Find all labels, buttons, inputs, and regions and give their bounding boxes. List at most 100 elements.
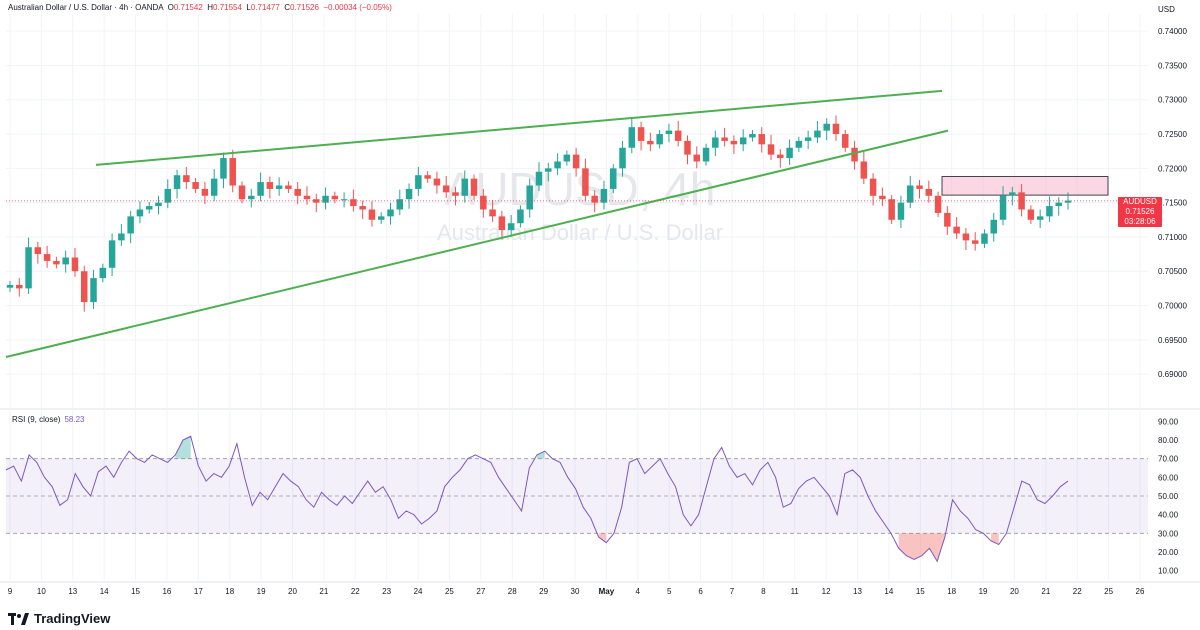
time-tick-label: 16 xyxy=(162,587,171,596)
candle-body xyxy=(313,199,320,203)
candle-body xyxy=(535,171,543,186)
open-value: 0.71542 xyxy=(173,3,203,12)
tradingview-logo[interactable]: TradingView xyxy=(8,611,110,626)
grid xyxy=(0,14,1200,583)
time-tick-label: 27 xyxy=(476,587,485,596)
price-tick-label: 0.72000 xyxy=(1158,164,1187,173)
time-tick-label: 22 xyxy=(1073,587,1082,596)
time-tick-label: 15 xyxy=(131,587,140,596)
candle-body xyxy=(99,267,107,279)
candle-body xyxy=(1055,202,1062,207)
candle-body xyxy=(322,195,329,203)
time-tick-label: 18 xyxy=(947,587,956,596)
price-tick-label: 0.74000 xyxy=(1158,27,1187,36)
candle-body xyxy=(1027,209,1035,220)
price-tick-label: 0.72500 xyxy=(1158,130,1187,139)
rsi-oversold-fill xyxy=(991,533,999,545)
candle-body xyxy=(489,209,496,217)
price-badge-symbol: AUDUSD xyxy=(1123,197,1157,206)
time-tick-label: 20 xyxy=(288,587,297,596)
candle-body xyxy=(999,195,1007,220)
rsi-overbought-fill xyxy=(175,436,191,459)
time-tick-label: 8 xyxy=(761,587,766,596)
candle-body xyxy=(804,137,812,141)
price-tick-label: 0.69000 xyxy=(1158,370,1187,379)
rsi-tick-label: 20.00 xyxy=(1158,548,1179,557)
candle-body xyxy=(6,284,14,288)
candle-body xyxy=(303,195,311,200)
time-tick-label: 18 xyxy=(225,587,234,596)
time-tick-label: May xyxy=(599,587,615,596)
candle-body xyxy=(415,175,422,189)
candle-body xyxy=(582,168,589,196)
candle-body xyxy=(480,195,487,210)
candle-body xyxy=(43,254,51,261)
trendline-lower xyxy=(5,129,949,358)
rsi-tick-label: 30.00 xyxy=(1158,529,1179,538)
candle-body xyxy=(906,185,914,203)
candle-body xyxy=(164,188,172,203)
watermark-name: Australian Dollar / U.S. Dollar xyxy=(437,220,723,245)
candle-body xyxy=(925,188,933,196)
candle-body xyxy=(331,195,339,200)
time-tick-label: 24 xyxy=(414,587,423,596)
time-tick-label: 28 xyxy=(508,587,517,596)
candle-body xyxy=(1064,200,1072,203)
change-value: −0.00034 (−0.05%) xyxy=(323,3,392,12)
high-value: 0.71554 xyxy=(213,3,242,12)
low-label: L xyxy=(246,3,251,12)
time-tick-label: 23 xyxy=(382,587,391,596)
time-tick-label: 12 xyxy=(822,587,831,596)
candle-body xyxy=(248,195,255,200)
price-badge-countdown: 03:28:06 xyxy=(1124,217,1156,226)
candle-body xyxy=(591,195,598,203)
candle-body xyxy=(1009,192,1016,196)
time-tick-label: 19 xyxy=(979,587,988,596)
candle-body xyxy=(609,168,617,189)
time-tick-label: 13 xyxy=(68,587,77,596)
candle-body xyxy=(888,199,895,220)
candle-body xyxy=(461,178,469,196)
time-tick-label: 25 xyxy=(1104,587,1113,596)
candlestick-series xyxy=(6,115,1072,312)
candle-body xyxy=(572,154,580,169)
time-tick-label: 20 xyxy=(1010,587,1019,596)
candle-body xyxy=(285,185,292,189)
candle-body xyxy=(879,195,886,200)
time-tick-label: 19 xyxy=(257,587,266,596)
price-tick-label: 0.70000 xyxy=(1158,302,1187,311)
candle-body xyxy=(34,247,42,255)
time-tick-label: 7 xyxy=(730,587,735,596)
candle-body xyxy=(201,188,209,196)
time-tick-label: 21 xyxy=(1041,587,1050,596)
time-tick-label: 22 xyxy=(351,587,360,596)
time-tick-label: 5 xyxy=(667,587,672,596)
candle-body xyxy=(526,185,533,210)
candle-body xyxy=(173,175,181,189)
price-tick-label: 0.71000 xyxy=(1158,233,1187,242)
candle-body xyxy=(953,226,960,234)
time-tick-label: 21 xyxy=(319,587,328,596)
price-tick-label: 0.73000 xyxy=(1158,96,1187,105)
candle-body xyxy=(916,185,923,189)
candle-body xyxy=(851,147,858,162)
resistance-zone-box xyxy=(941,176,1109,196)
tradingview-logo-icon xyxy=(8,612,30,625)
candle-body xyxy=(71,257,79,272)
candle-body xyxy=(266,182,274,189)
candle-body xyxy=(294,188,301,196)
open-label: O xyxy=(167,3,174,12)
price-tick-label: 0.71500 xyxy=(1158,199,1187,208)
candle-body xyxy=(1036,216,1044,220)
candle-body xyxy=(359,206,366,210)
rsi-header: RSI (9, close) 58.23 xyxy=(12,415,85,424)
candle-body xyxy=(962,233,970,241)
price-badge: AUDUSD 0.71526 03:28:06 xyxy=(1118,197,1162,227)
candle-body xyxy=(758,134,765,145)
rsi-axis: 90.00 80.00 70.00 60.00 50.00 40.00 30.00 20.00… xyxy=(1158,417,1179,575)
candle-body xyxy=(823,123,830,131)
time-tick-label: 6 xyxy=(698,587,703,596)
candle-body xyxy=(340,199,348,201)
rsi-tick-label: 60.00 xyxy=(1158,473,1179,482)
